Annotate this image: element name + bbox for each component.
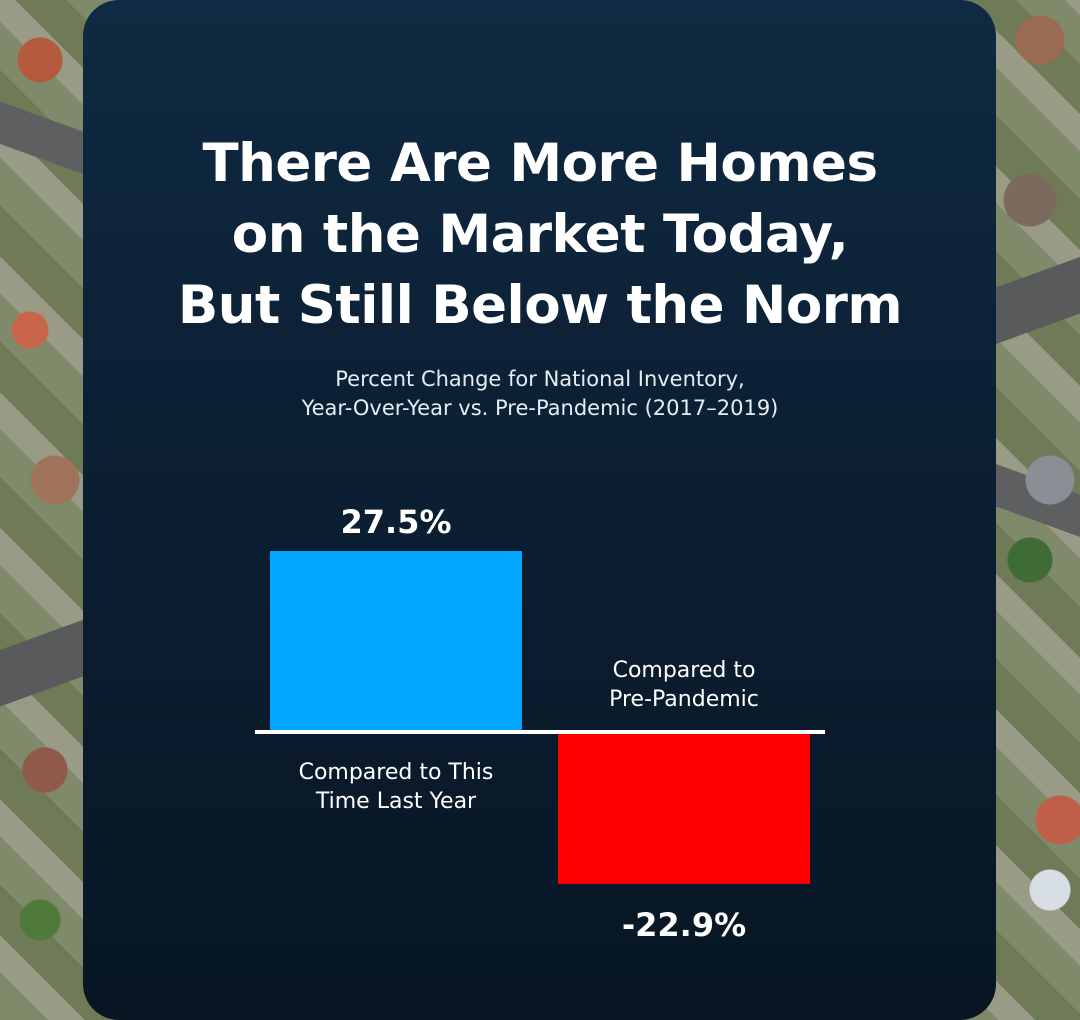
chart-subtitle: Percent Change for National Inventory, Y… — [301, 367, 779, 420]
category-label-1-line-2: Time Last Year — [315, 789, 477, 814]
category-label-2-line-1: Compared to — [613, 658, 756, 683]
chart-title: There Are More Homes on the Market Today… — [177, 133, 903, 336]
bar-1 — [270, 551, 522, 731]
baseline-axis — [255, 730, 825, 734]
data-label-1: 27.5% — [340, 503, 451, 541]
bar-2 — [558, 734, 810, 884]
data-label-2: -22.9% — [622, 906, 746, 944]
infographic-card — [83, 0, 996, 1020]
category-label-2-line-2: Pre-Pandemic — [609, 687, 759, 712]
category-label-1-line-1: Compared to This — [299, 760, 494, 785]
